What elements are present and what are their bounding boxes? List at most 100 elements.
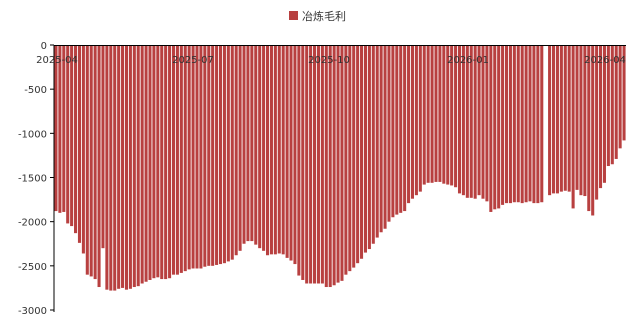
bar xyxy=(54,45,58,212)
bar xyxy=(548,45,552,196)
bar xyxy=(465,45,469,198)
bar xyxy=(575,45,579,190)
bar xyxy=(152,45,156,279)
bar xyxy=(387,45,391,222)
bar xyxy=(430,45,434,183)
bar xyxy=(109,45,113,291)
bar xyxy=(117,45,121,289)
bar xyxy=(528,45,532,202)
bar xyxy=(426,45,430,183)
bar xyxy=(579,45,583,196)
bar xyxy=(497,45,501,209)
bar xyxy=(360,45,364,259)
bar xyxy=(191,45,195,269)
bar xyxy=(391,45,395,218)
bar xyxy=(367,45,371,250)
bar xyxy=(242,45,246,244)
bar xyxy=(203,45,207,267)
bar xyxy=(414,45,418,196)
bar xyxy=(262,45,266,251)
bar xyxy=(269,45,273,255)
bar xyxy=(485,45,489,202)
bar xyxy=(583,45,587,197)
bar xyxy=(305,45,309,284)
bar xyxy=(328,45,332,288)
bar xyxy=(614,45,618,159)
legend-swatch xyxy=(289,11,298,20)
bar xyxy=(383,45,387,229)
bar xyxy=(265,45,270,256)
bar xyxy=(324,45,328,288)
bar xyxy=(58,45,62,213)
bar xyxy=(532,45,536,204)
bar xyxy=(195,45,199,269)
bars-group xyxy=(54,45,626,291)
bar xyxy=(132,45,136,288)
bar xyxy=(344,45,348,275)
bar xyxy=(309,45,313,284)
bar xyxy=(313,45,317,284)
bar xyxy=(258,45,262,249)
y-tick-label: -500 xyxy=(24,85,47,96)
bar xyxy=(74,45,78,234)
bar xyxy=(277,45,281,254)
bar xyxy=(559,45,563,192)
bar xyxy=(551,45,556,194)
bar xyxy=(234,45,238,256)
bar xyxy=(375,45,379,238)
bar xyxy=(218,45,223,265)
bar xyxy=(156,45,160,278)
bar xyxy=(105,45,109,290)
bar xyxy=(140,45,144,284)
bar xyxy=(124,45,129,290)
bar xyxy=(187,45,191,270)
bar xyxy=(238,45,242,251)
bar xyxy=(489,45,493,212)
bar xyxy=(493,45,497,210)
bar xyxy=(215,45,219,265)
bar xyxy=(481,45,485,199)
bar xyxy=(403,45,407,212)
y-tick-label: -3000 xyxy=(18,306,47,317)
bar xyxy=(336,45,340,283)
x-tick-label: 2026-04 xyxy=(584,55,626,66)
bar xyxy=(446,45,450,185)
bar xyxy=(348,45,352,272)
bar xyxy=(85,45,89,275)
bar xyxy=(438,45,442,182)
bar xyxy=(454,45,458,188)
bar xyxy=(332,45,336,286)
bar xyxy=(450,45,454,186)
bar xyxy=(93,45,97,280)
bar xyxy=(410,45,415,199)
bar xyxy=(66,45,70,224)
bar xyxy=(520,45,524,204)
bar xyxy=(281,45,285,255)
bar xyxy=(540,45,544,203)
bar xyxy=(144,45,148,282)
y-tick-label: -1000 xyxy=(18,129,47,140)
x-tick-label: 2025-07 xyxy=(172,55,214,66)
bar xyxy=(371,45,375,244)
axis-group xyxy=(53,45,626,312)
bar xyxy=(473,45,477,199)
bar xyxy=(121,45,125,288)
bar xyxy=(293,45,297,265)
bar xyxy=(591,45,595,216)
y-tick-group: 0 -500 -1000 -1500 -2000 -2500 -3000 xyxy=(18,41,54,317)
bar xyxy=(595,45,599,200)
bar xyxy=(340,45,344,281)
bar xyxy=(606,45,610,167)
bar xyxy=(442,45,446,184)
bar xyxy=(207,45,211,266)
bar xyxy=(587,45,591,212)
bar xyxy=(89,45,93,277)
y-tick-label: 0 xyxy=(41,41,47,52)
bar xyxy=(81,45,85,254)
bar xyxy=(250,45,254,242)
bar xyxy=(246,45,250,242)
bar xyxy=(418,45,422,192)
bar xyxy=(567,45,571,192)
bar xyxy=(555,45,559,194)
